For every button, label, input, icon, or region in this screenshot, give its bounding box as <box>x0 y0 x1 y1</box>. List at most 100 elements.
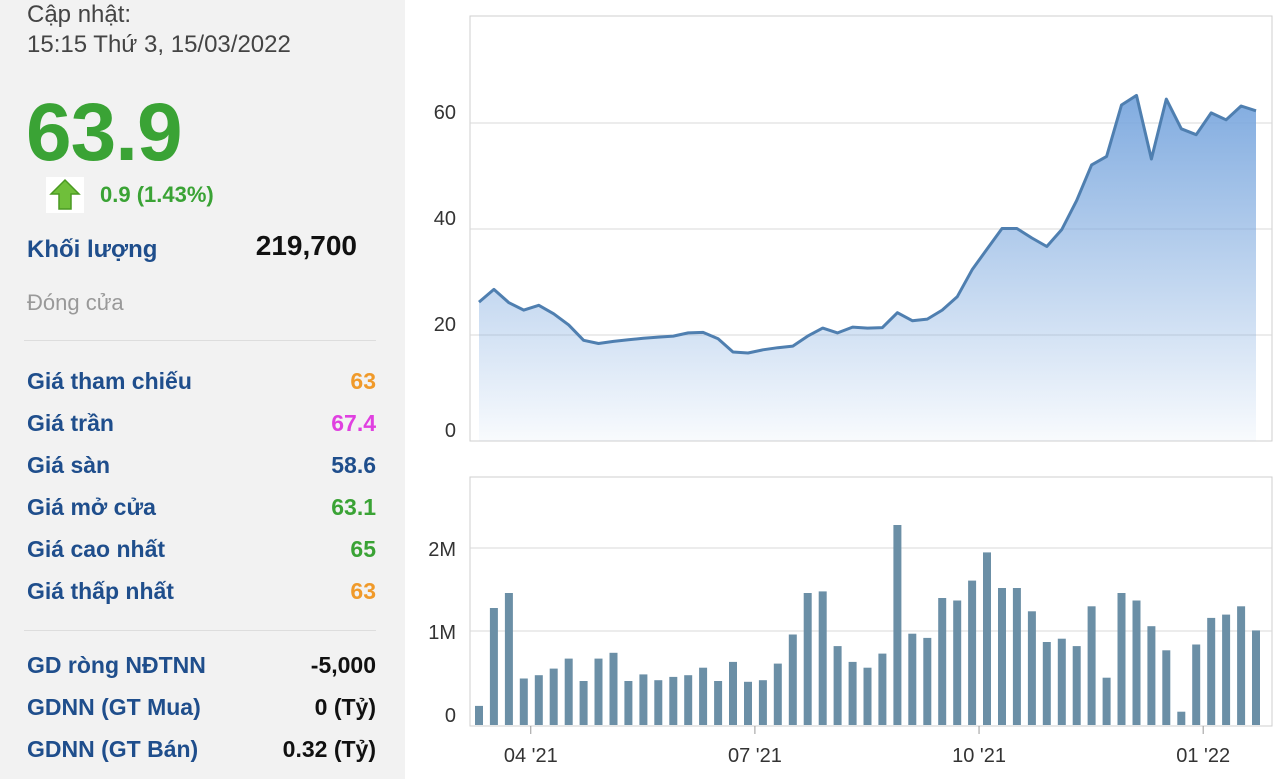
volume-bar <box>624 681 633 725</box>
volume-bar <box>564 658 573 725</box>
stat-value: 67.4 <box>331 410 376 436</box>
volume-bar <box>893 525 902 725</box>
volume-bar <box>579 681 588 725</box>
stat-label: Giá cao nhất <box>27 536 166 562</box>
volume-bar <box>534 675 543 725</box>
volume-bar <box>714 681 723 725</box>
price-y-tick-label: 0 <box>445 420 456 442</box>
quote-panel: Cập nhật: 15:15 Thứ 3, 15/03/2022 63.9 0… <box>0 0 405 779</box>
volume-bar <box>968 580 977 725</box>
stat-row-ceiling: Giá trần 67.4 <box>27 410 376 440</box>
volume-bar <box>1117 593 1126 725</box>
volume-bar <box>833 646 842 725</box>
stat-row-low: Giá thấp nhất 63 <box>27 578 376 608</box>
volume-bar <box>803 593 812 725</box>
volume-value: 219,700 <box>255 230 357 261</box>
volume-bar <box>1177 711 1186 725</box>
volume-bar <box>744 681 752 725</box>
volume-bar <box>1102 677 1111 725</box>
volume-bar <box>1087 606 1096 725</box>
volume-bar <box>1207 617 1216 725</box>
volume-bar <box>1147 626 1156 725</box>
volume-bar <box>475 705 483 725</box>
volume-bar <box>1132 600 1141 725</box>
stat-label: Giá sàn <box>27 452 111 478</box>
volume-bar <box>983 552 991 725</box>
volume-bar <box>1222 614 1231 725</box>
volume-bar <box>654 680 663 725</box>
volume-bar <box>818 591 827 725</box>
foreign-value: 0.32 (Tỷ) <box>282 736 376 762</box>
volume-y-tick-label: 0 <box>445 705 456 727</box>
volume-bar <box>1237 606 1246 725</box>
volume-bar <box>1162 650 1171 725</box>
volume-label: Khối lượng <box>27 236 158 263</box>
foreign-row-buy: GDNN (GT Mua) 0 (Tỷ) <box>27 694 376 724</box>
stat-row-open: Giá mở cửa 63.1 <box>27 494 376 524</box>
volume-y-tick-label: 1M <box>428 622 456 644</box>
price-change: 0.9 (1.43%) <box>100 182 214 207</box>
x-axis: 04 '21 07 '21 10 '21 01 '22 <box>504 726 1230 767</box>
divider <box>24 630 376 631</box>
foreign-row-net: GD ròng NĐTNN -5,000 <box>27 652 376 682</box>
volume-bar <box>504 593 513 725</box>
volume-bar <box>1027 611 1036 725</box>
divider <box>24 340 376 341</box>
volume-bar <box>938 598 947 725</box>
volume-bar <box>788 634 797 725</box>
x-tick-label: 07 '21 <box>728 745 782 767</box>
volume-bar <box>998 588 1006 725</box>
updated-label: Cập nhật: <box>27 1 132 28</box>
price-line <box>478 93 1257 355</box>
volume-bar <box>1057 638 1066 725</box>
volume-chart-panel: 0 1M 2M <box>428 476 1273 727</box>
stat-row-floor: Giá sàn 58.6 <box>27 452 376 482</box>
volume-bar <box>609 652 618 725</box>
volume-bar <box>729 661 737 725</box>
volume-bar <box>773 663 782 725</box>
volume-bar <box>1192 644 1201 725</box>
stat-label: Giá trần <box>27 410 114 436</box>
volume-bar <box>908 633 917 725</box>
stat-label: Giá mở cửa <box>27 494 156 520</box>
up-arrow-icon <box>46 177 84 213</box>
volume-bar <box>863 667 872 725</box>
volume-bar <box>1012 588 1021 725</box>
x-tick-label: 01 '22 <box>1176 745 1230 767</box>
price-chart-panel: 0 20 40 60 <box>434 15 1273 442</box>
foreign-row-sell: GDNN (GT Bán) 0.32 (Tỷ) <box>27 736 376 766</box>
volume-bar <box>1252 630 1260 725</box>
volume-bar <box>489 608 498 725</box>
foreign-value: -5,000 <box>310 652 376 678</box>
volume-bar <box>669 676 678 725</box>
updated-info: Cập nhật: 15:15 Thứ 3, 15/03/2022 <box>27 0 291 60</box>
stat-row-reference: Giá tham chiếu 63 <box>27 368 376 398</box>
updated-time: 15:15 Thứ 3, 15/03/2022 <box>27 31 291 58</box>
volume-bar <box>519 678 528 725</box>
price-y-tick-label: 40 <box>434 208 456 230</box>
stat-row-high: Giá cao nhất 65 <box>27 536 376 566</box>
price-y-tick-label: 60 <box>434 102 456 124</box>
foreign-value: 0 (Tỷ) <box>314 694 376 720</box>
stat-value: 63.1 <box>331 494 376 520</box>
stat-value: 63 <box>350 368 376 394</box>
volume-bar <box>549 668 558 725</box>
x-tick-label: 04 '21 <box>504 745 558 767</box>
foreign-label: GDNN (GT Bán) <box>27 736 199 762</box>
volume-y-tick-label: 2M <box>428 539 456 561</box>
stat-label: Giá thấp nhất <box>27 578 174 604</box>
volume-bar <box>878 653 887 725</box>
volume-bar <box>1072 646 1081 725</box>
volume-bar <box>758 680 767 725</box>
foreign-label: GD ròng NĐTNN <box>27 652 206 678</box>
volume-bar <box>594 658 603 725</box>
x-tick-label: 10 '21 <box>952 745 1006 767</box>
stat-value: 63 <box>350 578 376 604</box>
current-price: 63.9 <box>26 87 183 178</box>
market-status: Đóng cửa <box>27 290 124 315</box>
stat-value: 65 <box>350 536 376 562</box>
foreign-label: GDNN (GT Mua) <box>27 694 201 720</box>
price-area <box>479 95 1256 442</box>
volume-bar <box>1042 642 1051 725</box>
volume-bar <box>923 637 932 725</box>
